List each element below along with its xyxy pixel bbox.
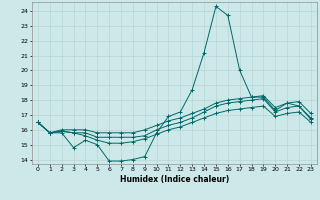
X-axis label: Humidex (Indice chaleur): Humidex (Indice chaleur) xyxy=(120,175,229,184)
